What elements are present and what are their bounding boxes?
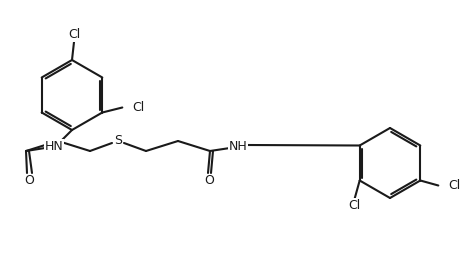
Text: Cl: Cl <box>68 28 80 41</box>
Text: S: S <box>114 134 122 147</box>
Text: Cl: Cl <box>132 101 145 114</box>
Text: Cl: Cl <box>448 179 460 192</box>
Text: O: O <box>204 175 214 187</box>
Text: HN: HN <box>45 140 64 153</box>
Text: NH: NH <box>229 140 248 153</box>
Text: Cl: Cl <box>348 199 361 212</box>
Text: O: O <box>24 175 34 187</box>
